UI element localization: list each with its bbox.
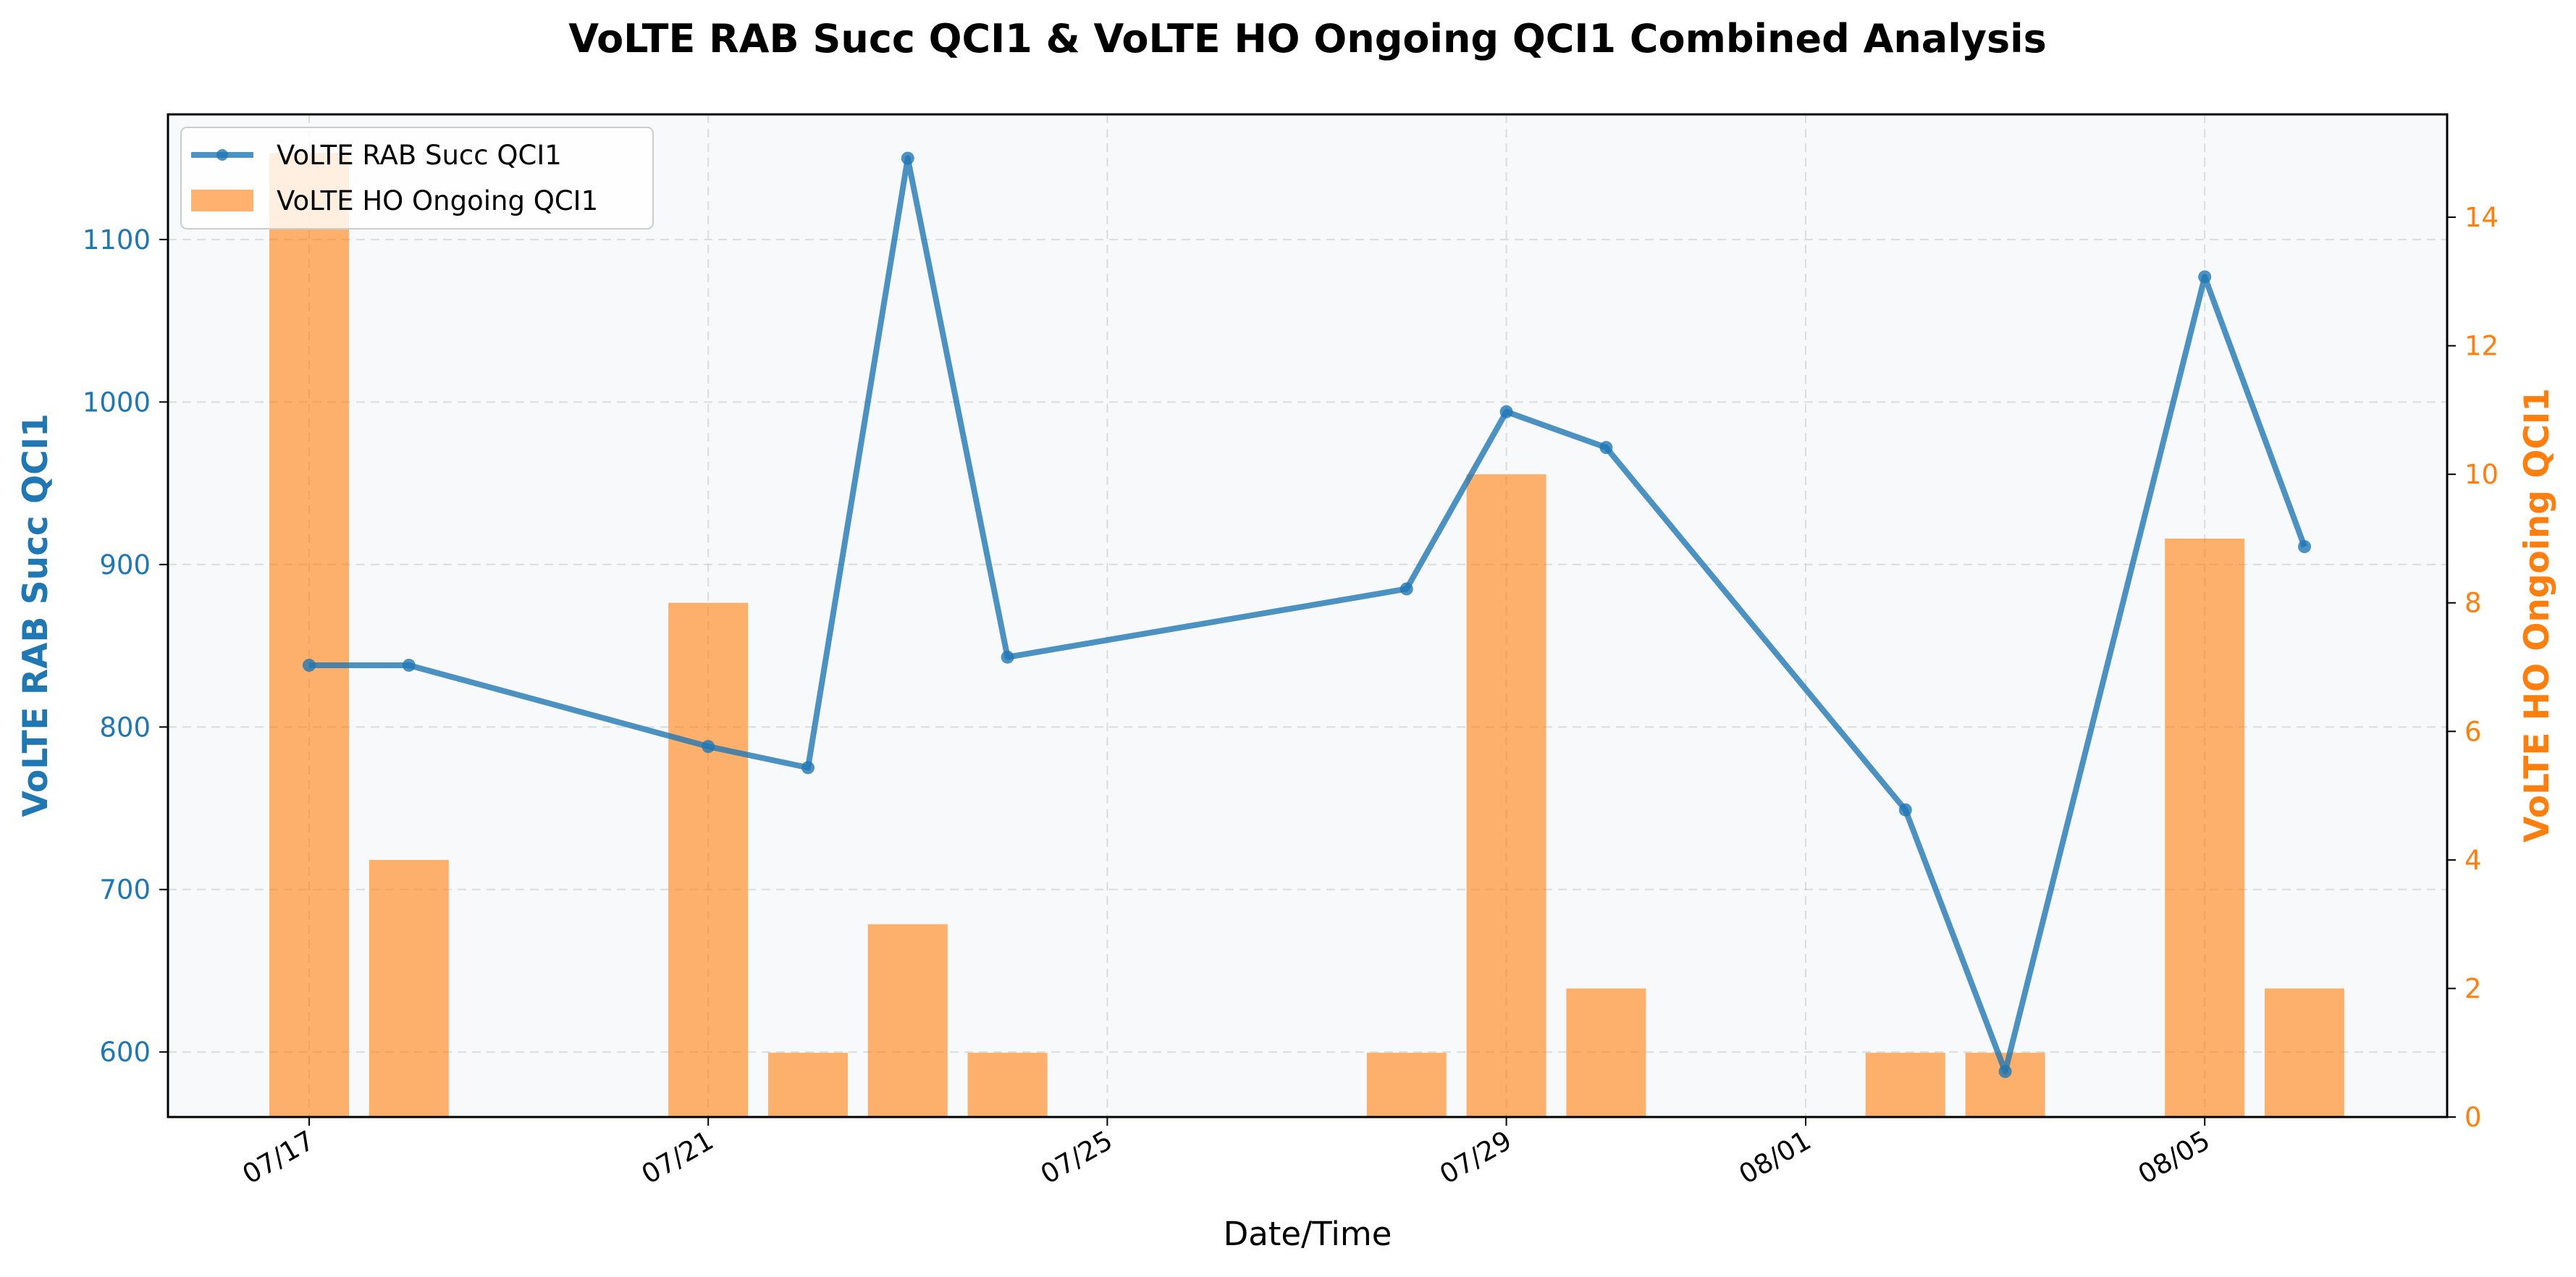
y-axis-label-right: VoLTE HO Ongoing QCI1 <box>2517 388 2557 843</box>
bar <box>1366 1053 1447 1117</box>
legend-line-marker <box>216 149 228 161</box>
line-point <box>303 658 316 672</box>
line-point <box>1599 441 1613 455</box>
right-tick-label: 8 <box>2465 588 2482 619</box>
bar <box>269 153 349 1117</box>
legend-item-bar: VoLTE HO Ongoing QCI1 <box>191 185 598 216</box>
left-tick-label: 600 <box>99 1037 151 1068</box>
bar <box>967 1053 1048 1117</box>
legend-item-line: VoLTE RAB Succ QCI1 <box>191 140 562 171</box>
legend-label-line: VoLTE RAB Succ QCI1 <box>277 140 562 171</box>
left-tick-label: 900 <box>99 549 151 581</box>
left-tick-label: 800 <box>99 712 151 743</box>
x-tick-label: 07/25 <box>1035 1125 1118 1191</box>
bar <box>768 1053 848 1117</box>
right-tick-label: 10 <box>2465 459 2499 490</box>
x-tick-label: 07/21 <box>636 1125 719 1191</box>
chart-title: VoLTE RAB Succ QCI1 & VoLTE HO Ongoing Q… <box>568 16 2047 62</box>
bar <box>369 859 449 1117</box>
line-point <box>1499 405 1513 418</box>
line-point <box>1399 582 1413 596</box>
bar <box>2165 538 2245 1117</box>
left-y-axis: 600 700 800 900 1000 1100 <box>83 224 168 1068</box>
right-tick-label: 12 <box>2465 331 2499 362</box>
line-point <box>402 658 416 672</box>
right-tick-label: 4 <box>2465 845 2482 876</box>
bar <box>1566 988 1646 1117</box>
bar-series <box>269 153 2344 1117</box>
x-tick-label: 08/01 <box>1734 1125 1817 1191</box>
x-axis-label: Date/Time <box>1224 1215 1392 1253</box>
line-point <box>702 740 715 754</box>
line-point <box>901 151 914 165</box>
right-tick-label: 14 <box>2465 202 2499 233</box>
right-tick-label: 2 <box>2465 973 2482 1004</box>
line-point <box>1001 650 1014 664</box>
bar <box>668 602 749 1117</box>
left-tick-label: 1100 <box>83 224 151 256</box>
left-tick-label: 700 <box>99 874 151 906</box>
right-y-axis: 0 2 4 6 8 10 12 14 <box>2447 202 2499 1133</box>
legend-label-bar: VoLTE HO Ongoing QCI1 <box>277 185 598 216</box>
plot-area <box>168 114 2447 1117</box>
bar <box>867 924 948 1117</box>
line-point <box>2298 540 2311 554</box>
bar <box>1865 1053 1945 1117</box>
x-tick-label: 07/29 <box>1434 1125 1517 1191</box>
line-point <box>1898 803 1912 817</box>
plot-frame <box>167 113 2449 1118</box>
left-tick-label: 1000 <box>83 387 151 418</box>
line-series <box>303 151 2311 1079</box>
line-point <box>1998 1065 2012 1079</box>
line-point <box>2198 270 2212 284</box>
line-point <box>801 761 815 775</box>
x-tick-label: 08/05 <box>2133 1125 2215 1191</box>
legend: VoLTE RAB Succ QCI1 VoLTE HO Ongoing QCI… <box>180 127 654 229</box>
y-axis-label-left: VoLTE RAB Succ QCI1 <box>16 413 56 817</box>
x-axis: 07/17 07/21 07/25 07/29 08/01 08/05 <box>237 1117 2215 1190</box>
bar <box>1466 474 1546 1117</box>
legend-box <box>180 127 654 229</box>
right-tick-label: 6 <box>2465 716 2482 747</box>
right-tick-label: 0 <box>2465 1102 2482 1133</box>
legend-bar-swatch <box>191 190 253 211</box>
bar <box>2265 988 2344 1117</box>
x-tick-label: 07/17 <box>237 1125 320 1191</box>
